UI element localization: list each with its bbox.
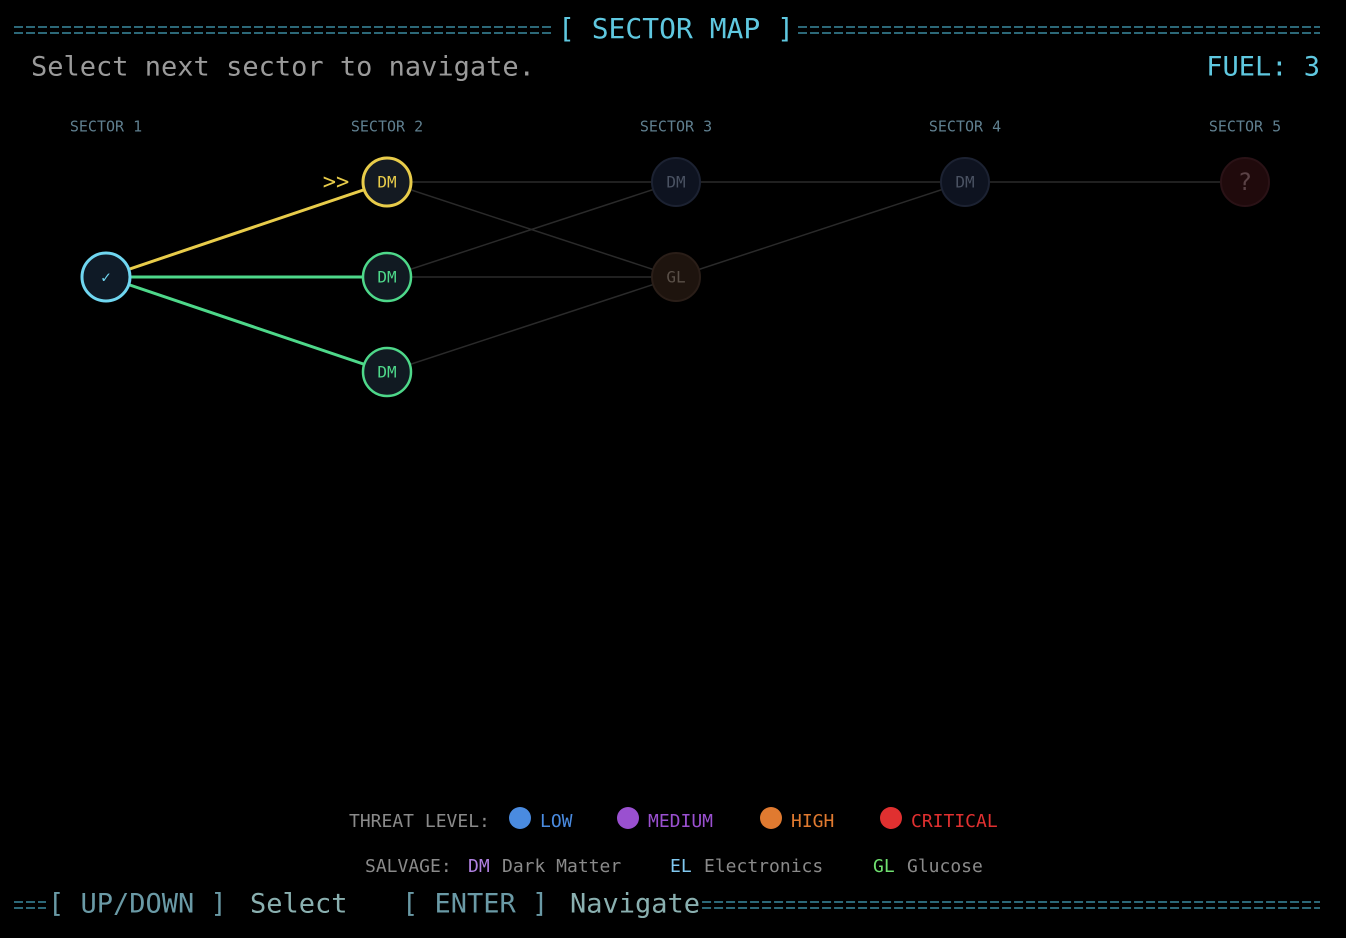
sector-node <box>361 346 413 398</box>
sector-node <box>80 251 132 303</box>
node-label: DM <box>377 173 396 192</box>
sector-node <box>361 251 413 303</box>
node-label: DM <box>377 268 396 287</box>
salvage-code: GL <box>873 856 895 877</box>
key-hint: [ ENTER ] <box>402 889 548 920</box>
salvage-name: Electronics <box>704 856 823 877</box>
fuel: FUEL: 3 <box>1206 52 1320 83</box>
salvage-code: EL <box>670 856 692 877</box>
edge <box>675 181 966 278</box>
threat-dot <box>880 807 902 829</box>
salvage-title: SALVAGE: <box>365 856 452 877</box>
edge <box>105 180 388 279</box>
sector-label: SECTOR 2 <box>351 118 423 136</box>
sector-label: SECTOR 3 <box>640 118 712 136</box>
salvage-name: Glucose <box>907 856 983 877</box>
node-label: ? <box>1238 168 1252 196</box>
salvage-code: DM <box>468 856 490 877</box>
sector-node <box>940 157 990 207</box>
threat-name: HIGH <box>791 811 834 832</box>
edge <box>386 181 677 278</box>
screen-title: [ SECTOR MAP ] <box>558 12 794 45</box>
threat-name: CRITICAL <box>911 811 998 832</box>
node-label: ✓ <box>101 268 111 287</box>
key-hint: [ UP/DOWN ] <box>48 889 227 920</box>
cursor: >> <box>323 170 350 195</box>
threat-name: LOW <box>540 811 573 832</box>
sector-label: SECTOR 4 <box>929 118 1001 136</box>
key-action: Select <box>250 889 348 920</box>
edge <box>105 275 388 374</box>
sector-label: SECTOR 1 <box>70 118 142 136</box>
threat-dot <box>760 807 782 829</box>
edge <box>386 276 677 373</box>
sector-node <box>651 252 701 302</box>
node-label: GL <box>666 268 685 287</box>
sector-node <box>651 157 701 207</box>
threat-dot <box>509 807 531 829</box>
threat-dot <box>617 807 639 829</box>
threat-name: MEDIUM <box>648 811 713 832</box>
key-action: Navigate <box>570 889 700 920</box>
salvage-name: Dark Matter <box>502 856 621 877</box>
sector-node <box>1220 157 1270 207</box>
sector-node <box>361 156 413 208</box>
node-label: DM <box>377 363 396 382</box>
node-label: DM <box>955 173 974 192</box>
threat-title: THREAT LEVEL: <box>349 811 490 832</box>
sector-label: SECTOR 5 <box>1209 118 1281 136</box>
prompt: Select next sector to navigate. <box>31 52 535 83</box>
edges <box>105 180 1245 374</box>
node-label: DM <box>666 173 685 192</box>
